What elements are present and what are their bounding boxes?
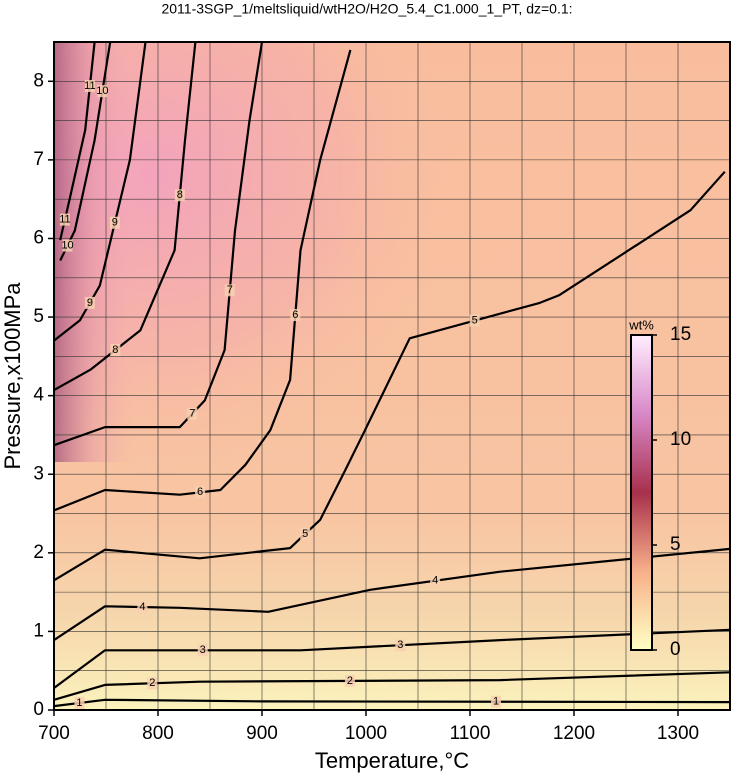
x-tick-label: 1000: [345, 723, 387, 744]
colorbar-label: wt%: [628, 317, 654, 332]
contour-label: 3: [200, 644, 206, 656]
contour-label: 3: [397, 639, 403, 651]
contour-line: [53, 41, 147, 342]
y-axis-label: Pressure,x100MPa: [0, 282, 25, 470]
contour-line: [53, 41, 197, 392]
contour-label-bg: [109, 216, 120, 229]
contour-label-bg: [110, 344, 121, 357]
contour-label: 5: [302, 528, 308, 540]
x-tick-label: 1100: [450, 723, 491, 744]
contour-label-bg: [147, 677, 158, 690]
contour-label: 8: [177, 189, 183, 201]
contour-label-bg: [84, 296, 95, 309]
contour-label: 4: [432, 575, 438, 587]
contour-label-bg: [344, 674, 355, 687]
contour-label-bg: [174, 189, 185, 202]
y-tick-label: 0: [33, 699, 44, 720]
contour-label-bg: [195, 486, 206, 499]
contour-label: 10: [61, 239, 73, 251]
colorbar-tick-label: 15: [670, 324, 691, 345]
x-tick-label: 700: [38, 723, 70, 744]
contour-label-bg: [395, 639, 406, 652]
y-tick-label: 4: [33, 385, 44, 406]
contour-line: [53, 671, 731, 701]
contour-label-bg: [290, 309, 301, 322]
y-tick-label: 6: [33, 227, 44, 248]
contour-label-bg: [74, 696, 85, 709]
contour-line: [53, 49, 352, 512]
contour-label: 9: [87, 297, 93, 309]
contour-line: [53, 547, 731, 642]
contour-label: 11: [59, 214, 70, 226]
y-tick-label: 3: [33, 463, 44, 484]
contour-label-bg: [430, 574, 441, 587]
contour-label: 8: [112, 344, 118, 356]
colorbar-tick-label: 10: [670, 429, 691, 450]
contour-label: 11: [84, 80, 95, 92]
contour-label: 6: [197, 486, 203, 498]
contour-label-bg: [469, 314, 480, 327]
contour-line: [53, 628, 731, 689]
contour-label: 2: [347, 675, 353, 687]
contour-label: 5: [472, 315, 478, 327]
contour-label: 7: [189, 408, 195, 420]
y-tick-label: 7: [33, 149, 44, 170]
contour-label-bg: [187, 407, 198, 420]
y-tick-label: 1: [33, 620, 44, 641]
contour-label: 1: [76, 697, 82, 709]
contour-line: [53, 170, 726, 582]
x-axis-label: Temperature,°C: [315, 748, 469, 773]
contour-label-bg: [62, 239, 73, 252]
contour-label: 2: [149, 677, 155, 689]
colorbar: [630, 334, 653, 651]
y-tick-label: 5: [33, 306, 44, 327]
y-tick-label: 2: [33, 542, 44, 563]
contour-label-bg: [491, 695, 501, 708]
plot-frame: [53, 41, 731, 711]
contour-label: 4: [139, 601, 145, 613]
plot-shading: [54, 42, 730, 462]
contour-label-bg: [137, 601, 148, 614]
contour-label: 1: [493, 696, 499, 708]
contour-label: 6: [292, 309, 298, 321]
y-tick-label: 8: [33, 70, 44, 91]
contour-label: 10: [96, 85, 108, 97]
contour-label-bg: [97, 85, 108, 98]
x-tick-label: 1300: [657, 723, 699, 744]
contour-label-bg: [224, 284, 235, 297]
x-tick-label: 800: [142, 723, 174, 744]
contour-label-bg: [84, 80, 95, 93]
x-tick-label: 1200: [553, 723, 595, 744]
contour-label: 7: [227, 284, 233, 296]
contour-line: [53, 41, 264, 447]
contour-label-bg: [59, 213, 70, 226]
colorbar-tick-label: 0: [670, 639, 681, 660]
colorbar-tick-label: 5: [670, 534, 681, 555]
contour-label-bg: [197, 644, 208, 657]
x-tick-label: 900: [246, 723, 278, 744]
contour-label: 9: [112, 217, 118, 229]
contour-label-bg: [300, 527, 311, 540]
chart-title: 2011-3SGP_1/meltsliquid/wtH2O/H2O_5.4_C1…: [161, 1, 572, 17]
